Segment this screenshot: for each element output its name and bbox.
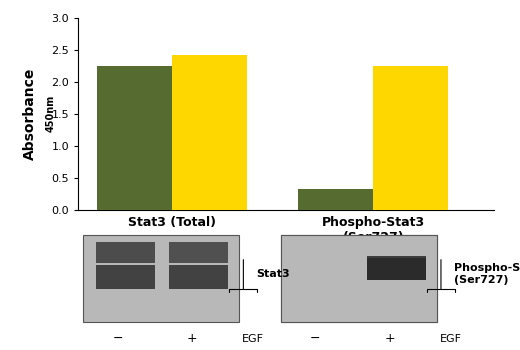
Bar xyxy=(96,265,155,289)
Text: EGF: EGF xyxy=(440,334,462,344)
Text: Stat3: Stat3 xyxy=(256,269,290,279)
Text: Phospho-Stat3
(Ser727): Phospho-Stat3 (Ser727) xyxy=(454,264,520,285)
Bar xyxy=(367,256,426,280)
Bar xyxy=(367,258,426,280)
Text: −: − xyxy=(310,332,320,345)
Bar xyxy=(298,189,373,210)
Text: EGF: EGF xyxy=(242,334,264,344)
Bar xyxy=(169,242,228,263)
Bar xyxy=(83,235,239,322)
Text: +: + xyxy=(187,332,198,345)
Text: 450nm: 450nm xyxy=(46,95,56,132)
Bar xyxy=(281,235,437,322)
Bar xyxy=(373,66,448,210)
Bar xyxy=(169,265,228,289)
Bar xyxy=(172,55,247,210)
Text: −: − xyxy=(112,332,123,345)
Text: +: + xyxy=(385,332,395,345)
Text: Absorbance: Absorbance xyxy=(23,68,37,160)
Bar xyxy=(97,66,172,210)
Bar xyxy=(96,242,155,263)
Bar xyxy=(281,235,437,322)
